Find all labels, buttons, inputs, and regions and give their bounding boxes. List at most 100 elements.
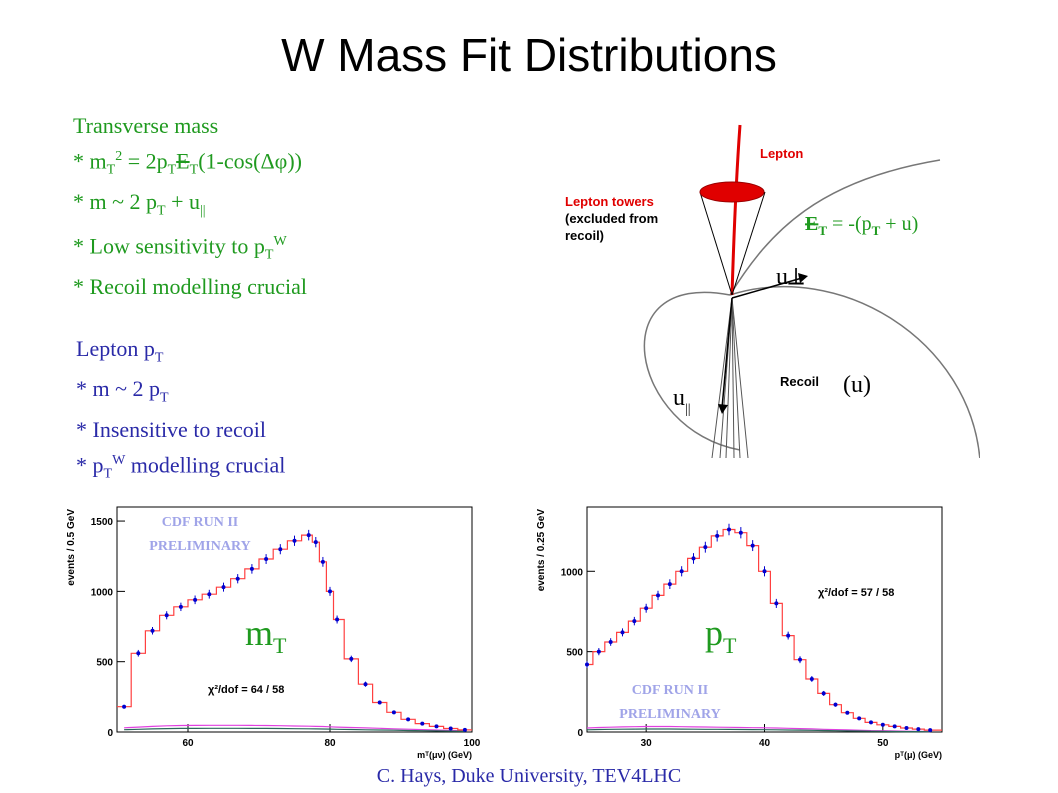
data-point <box>292 538 297 543</box>
towers-label-2: (excluded from <box>565 211 658 226</box>
mt-distribution-chart: 0 500 1000 1500 60 80 100 events / 0.5 GeV mᵀ(μν… <box>66 506 481 760</box>
y-tick-label: 0 <box>107 728 113 739</box>
transverse-mass-notes: Transverse mass * mT2 = 2pTET(1-cos(Δφ))… <box>73 110 307 302</box>
data-point <box>136 651 141 656</box>
data-point <box>798 657 802 662</box>
x-axis-label: pᵀ(μ) (GeV) <box>895 750 942 760</box>
data-point <box>833 702 838 707</box>
data-point <box>892 724 897 729</box>
data-point <box>164 613 169 618</box>
data-point <box>703 545 708 550</box>
fit-histogram <box>587 528 942 731</box>
u-perp-arrow <box>731 277 803 299</box>
data-point <box>916 727 921 732</box>
data-point <box>644 606 649 611</box>
x-tick-label: 50 <box>877 738 889 749</box>
towers-label-3: recoil) <box>565 228 604 243</box>
y-tick-label: 1500 <box>91 517 114 528</box>
background-curve-2 <box>124 727 465 732</box>
data-point <box>320 559 325 564</box>
x-tick-label: 100 <box>464 738 481 749</box>
data-point <box>857 716 862 721</box>
footer-credit: C. Hays, Duke University, TEV4LHC <box>376 765 682 787</box>
transverse-line-2: * m ~ 2 pT + u|| <box>73 188 206 219</box>
pt-distribution-chart: 0 500 1000 30 40 50 events / 0.25 GeV pᵀ(μ) (Ge… <box>536 506 943 760</box>
data-point <box>656 593 660 598</box>
recoil-diagram: Lepton Lepton towers (excluded from reco… <box>565 124 980 459</box>
background-curve <box>586 725 931 733</box>
transverse-line-4: * Recoil modelling crucial <box>73 273 307 299</box>
plot-frame <box>116 506 473 733</box>
u-perp-arrowhead <box>798 273 808 283</box>
lepton-tower-ellipse <box>699 181 765 203</box>
data-point <box>608 640 613 644</box>
data-point <box>620 630 625 635</box>
data-point <box>278 547 283 552</box>
met-formula: ET = -(pT + u) <box>805 213 918 238</box>
x-tick-label: 60 <box>182 738 194 749</box>
y-tick-label: 1000 <box>561 567 584 578</box>
data-point <box>869 720 873 725</box>
data-point <box>178 604 183 609</box>
slide-title: W Mass Fit Distributions <box>281 29 777 81</box>
watermark-line-1: CDF RUN II <box>632 683 708 698</box>
y-tick-label: 500 <box>96 658 113 669</box>
lepton-label: Lepton <box>760 146 803 161</box>
y-axis-label: events / 0.25 GeV <box>536 509 547 592</box>
lepton-line-2: * Insensitive to recoil <box>76 416 267 442</box>
y-tick-label: 1000 <box>91 587 114 598</box>
data-point <box>462 727 467 732</box>
outer-arc-right <box>729 286 980 458</box>
data-point <box>786 633 791 638</box>
data-point <box>328 589 332 594</box>
data-point <box>750 543 755 548</box>
data-point <box>809 676 814 681</box>
lepton-heading: Lepton pT <box>76 336 164 366</box>
background-curve <box>124 724 465 732</box>
data-point <box>207 592 212 597</box>
x-tick-label: 80 <box>324 738 336 749</box>
data-point <box>420 721 425 726</box>
y-tick-label: 0 <box>577 728 583 739</box>
data-point <box>727 527 731 532</box>
transverse-line-1: * mT2 = 2pTET(1-cos(Δφ)) <box>73 148 302 178</box>
data-point <box>406 717 411 722</box>
data-point <box>774 601 779 606</box>
y-axis-label: events / 0.5 GeV <box>66 509 77 586</box>
data-point <box>150 628 155 633</box>
recoil-label: Recoil <box>780 374 819 389</box>
data-point <box>738 530 743 535</box>
data-point <box>821 691 826 696</box>
top-arc <box>729 159 941 296</box>
data-point <box>335 617 340 622</box>
data-point <box>928 728 933 733</box>
chi2-label: χ²/dof = 64 / 58 <box>208 684 284 696</box>
transverse-heading: Transverse mass <box>73 113 219 138</box>
data-point <box>715 533 720 538</box>
recoil-paren: (u) <box>843 372 871 398</box>
x-tick-label: 30 <box>641 738 653 749</box>
data-point <box>448 726 453 731</box>
data-point <box>434 724 439 729</box>
tower-cone-right <box>731 191 766 296</box>
data-point <box>313 540 318 545</box>
chi2-label: χ²/dof = 57 / 58 <box>818 587 894 599</box>
u-parallel-label: u|| <box>673 385 691 417</box>
lepton-line-3: * pTW modelling crucial <box>76 452 286 482</box>
data-point <box>596 649 601 654</box>
big-variable-label: mT <box>245 613 287 658</box>
data-point <box>762 569 767 574</box>
lepton-pt-notes: Lepton pT * m ~ 2 pT * Insensitive to re… <box>76 333 285 490</box>
lepton-line-1: * m ~ 2 pT <box>76 376 169 406</box>
data-point <box>377 700 382 705</box>
watermark-line-2: PRELIMINARY <box>149 539 250 554</box>
data-point <box>667 582 672 587</box>
big-variable-label: pT <box>705 613 737 658</box>
data-point <box>363 682 368 687</box>
outer-arc-left <box>643 291 741 451</box>
watermark-line-1: CDF RUN II <box>162 515 238 530</box>
data-point <box>193 597 198 602</box>
data-point <box>306 533 311 538</box>
data-point <box>235 576 240 581</box>
lepton-track <box>730 124 742 296</box>
